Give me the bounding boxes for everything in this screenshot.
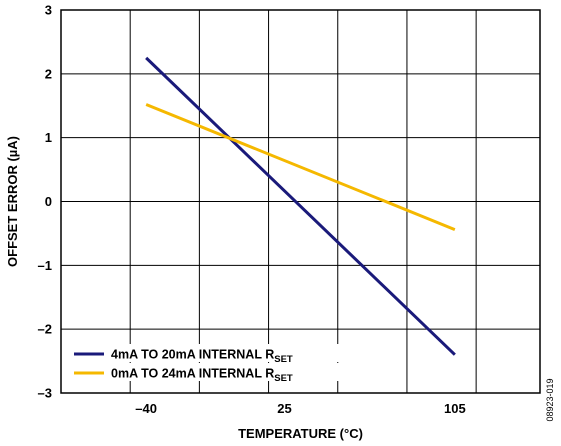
series-lines xyxy=(145,56,456,356)
series-line-1 xyxy=(145,56,456,356)
y-tick-labels: –3 –2 –1 0 1 2 3 xyxy=(38,3,52,401)
y-axis-title: OFFSET ERROR (µA) xyxy=(5,136,20,267)
legend-bg xyxy=(68,344,358,362)
y-tick-label: 1 xyxy=(45,130,52,145)
legend-label-1: 4mA TO 20mA INTERNAL RSET xyxy=(111,348,293,366)
x-tick-label: 105 xyxy=(444,401,466,416)
y-tick-label: 3 xyxy=(45,3,52,18)
y-tick-label: –3 xyxy=(38,386,52,401)
y-tick-label: –1 xyxy=(38,258,52,273)
x-tick-label: –40 xyxy=(135,401,157,416)
grid-lines xyxy=(61,10,540,393)
series-line-2 xyxy=(145,103,456,231)
legend-label-2: 0mA TO 24mA INTERNAL RSET xyxy=(111,367,293,385)
y-tick-label: 0 xyxy=(45,194,52,209)
legend-bg xyxy=(68,363,358,381)
figure-id: 08923-019 xyxy=(545,378,555,421)
y-tick-label: 2 xyxy=(45,66,52,81)
y-tick-label: –2 xyxy=(38,322,52,337)
x-tick-label: 25 xyxy=(277,401,291,416)
x-axis-title: TEMPERATURE (°C) xyxy=(238,426,363,441)
x-tick-labels: –40 25 105 xyxy=(135,401,465,416)
plot-frame xyxy=(60,9,541,394)
